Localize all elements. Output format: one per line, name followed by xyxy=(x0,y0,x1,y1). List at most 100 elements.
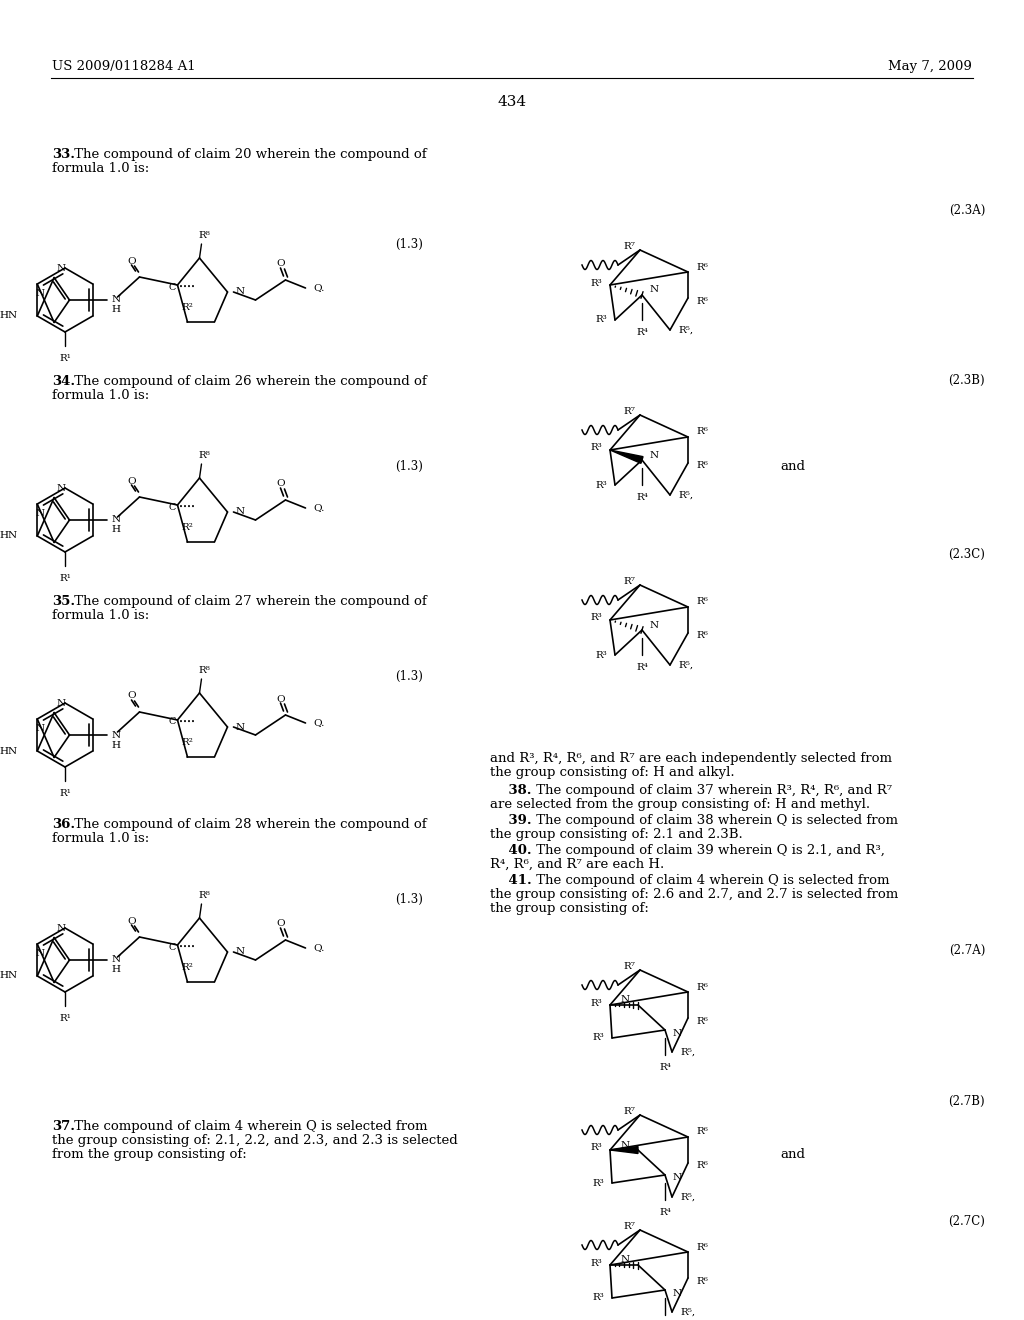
Text: R³: R³ xyxy=(590,998,602,1007)
Text: H: H xyxy=(112,965,121,974)
Text: O: O xyxy=(127,477,136,486)
Text: formula 1.0 is:: formula 1.0 is: xyxy=(52,609,150,622)
Text: N: N xyxy=(35,289,44,298)
Text: The compound of claim 38 wherein Q is selected from: The compound of claim 38 wherein Q is se… xyxy=(532,814,898,828)
Text: R⁶: R⁶ xyxy=(696,297,708,305)
Text: The compound of claim 39 wherein Q is 2.1, and R³,: The compound of claim 39 wherein Q is 2.… xyxy=(532,843,885,857)
Text: R⁵,: R⁵, xyxy=(678,660,693,669)
Text: N: N xyxy=(56,483,66,492)
Text: R²: R² xyxy=(181,304,194,312)
Text: C: C xyxy=(168,282,175,292)
Text: HN: HN xyxy=(0,747,17,755)
Text: N: N xyxy=(236,948,245,957)
Text: N: N xyxy=(673,1288,682,1298)
Text: N: N xyxy=(35,510,44,517)
Text: N: N xyxy=(112,296,121,305)
Text: R⁶: R⁶ xyxy=(696,1242,708,1251)
Text: The compound of claim 4 wherein Q is selected from: The compound of claim 4 wherein Q is sel… xyxy=(70,1119,427,1133)
Polygon shape xyxy=(610,450,643,463)
Text: N: N xyxy=(35,949,44,958)
Text: (2.3B): (2.3B) xyxy=(948,374,985,387)
Text: are selected from the group consisting of: H and methyl.: are selected from the group consisting o… xyxy=(490,799,870,810)
Text: R³: R³ xyxy=(595,480,607,490)
Text: 37.: 37. xyxy=(52,1119,75,1133)
Text: R²: R² xyxy=(181,523,194,532)
Text: R⁶: R⁶ xyxy=(696,598,708,606)
Text: R⁶: R⁶ xyxy=(696,1127,708,1137)
Text: The compound of claim 4 wherein Q is selected from: The compound of claim 4 wherein Q is sel… xyxy=(532,874,890,887)
Text: R³: R³ xyxy=(590,1258,602,1267)
Text: 41.: 41. xyxy=(490,874,531,887)
Text: HN: HN xyxy=(0,532,17,540)
Text: N: N xyxy=(56,698,66,708)
Text: (2.7C): (2.7C) xyxy=(948,1214,985,1228)
Text: R⁵,: R⁵, xyxy=(680,1308,695,1316)
Text: May 7, 2009: May 7, 2009 xyxy=(888,59,972,73)
Text: •: • xyxy=(183,503,187,511)
Text: C: C xyxy=(168,503,175,511)
Text: R⁶: R⁶ xyxy=(696,1016,708,1026)
Text: the group consisting of: H and alkyl.: the group consisting of: H and alkyl. xyxy=(490,766,734,779)
Text: The compound of claim 27 wherein the compound of: The compound of claim 27 wherein the com… xyxy=(70,595,427,609)
Text: R⁶: R⁶ xyxy=(696,631,708,640)
Text: R⁴: R⁴ xyxy=(659,1063,671,1072)
Text: N: N xyxy=(112,956,121,965)
Text: (2.7B): (2.7B) xyxy=(948,1096,985,1107)
Text: O: O xyxy=(276,479,285,488)
Text: (2.3C): (2.3C) xyxy=(948,548,985,561)
Text: N: N xyxy=(35,723,44,733)
Text: R⁷: R⁷ xyxy=(623,242,635,251)
Text: the group consisting of: 2.6 and 2.7, and 2.7 is selected from: the group consisting of: 2.6 and 2.7, an… xyxy=(490,888,898,902)
Text: (1.3): (1.3) xyxy=(395,238,423,251)
Text: O: O xyxy=(276,920,285,928)
Text: formula 1.0 is:: formula 1.0 is: xyxy=(52,162,150,176)
Text: 39.: 39. xyxy=(490,814,531,828)
Text: H: H xyxy=(112,525,121,535)
Text: the group consisting of:: the group consisting of: xyxy=(490,902,649,915)
Text: R¹: R¹ xyxy=(59,789,71,799)
Text: US 2009/0118284 A1: US 2009/0118284 A1 xyxy=(52,59,196,73)
Text: •: • xyxy=(179,942,183,950)
Text: •: • xyxy=(183,942,187,950)
Text: Q.: Q. xyxy=(313,503,325,512)
Text: The compound of claim 37 wherein R³, R⁴, R⁶, and R⁷: The compound of claim 37 wherein R³, R⁴,… xyxy=(532,784,892,797)
Text: from the group consisting of:: from the group consisting of: xyxy=(52,1148,247,1162)
Text: N: N xyxy=(621,995,630,1005)
Text: N: N xyxy=(650,620,659,630)
Text: O: O xyxy=(127,916,136,925)
Polygon shape xyxy=(610,1147,638,1154)
Text: R³: R³ xyxy=(592,1179,604,1188)
Text: HN: HN xyxy=(0,972,17,981)
Text: R⁷: R⁷ xyxy=(623,577,635,586)
Text: The compound of claim 28 wherein the compound of: The compound of claim 28 wherein the com… xyxy=(70,818,427,832)
Text: R³: R³ xyxy=(592,1294,604,1303)
Text: R⁵,: R⁵, xyxy=(680,1192,695,1201)
Text: R⁶: R⁶ xyxy=(696,263,708,272)
Text: O: O xyxy=(276,260,285,268)
Text: 36.: 36. xyxy=(52,818,75,832)
Text: R²: R² xyxy=(181,738,194,747)
Text: R¹: R¹ xyxy=(59,1014,71,1023)
Text: R⁴: R⁴ xyxy=(636,327,648,337)
Text: O: O xyxy=(127,692,136,701)
Text: •: • xyxy=(187,718,191,726)
Text: R³: R³ xyxy=(590,444,602,453)
Text: N: N xyxy=(112,516,121,524)
Text: formula 1.0 is:: formula 1.0 is: xyxy=(52,832,150,845)
Text: C: C xyxy=(168,718,175,726)
Text: R⁶: R⁶ xyxy=(696,982,708,991)
Text: 35.: 35. xyxy=(52,595,75,609)
Text: N: N xyxy=(621,1140,630,1150)
Text: R³: R³ xyxy=(590,279,602,288)
Text: (2.3A): (2.3A) xyxy=(948,205,985,216)
Text: Q.: Q. xyxy=(313,944,325,953)
Text: •: • xyxy=(191,503,196,511)
Text: R⁶: R⁶ xyxy=(696,1162,708,1171)
Text: 40.: 40. xyxy=(490,843,531,857)
Text: R⁵,: R⁵, xyxy=(678,326,693,334)
Text: The compound of claim 26 wherein the compound of: The compound of claim 26 wherein the com… xyxy=(70,375,427,388)
Text: R³: R³ xyxy=(595,315,607,325)
Text: N: N xyxy=(650,450,659,459)
Text: •: • xyxy=(187,942,191,950)
Text: and: and xyxy=(780,1148,805,1162)
